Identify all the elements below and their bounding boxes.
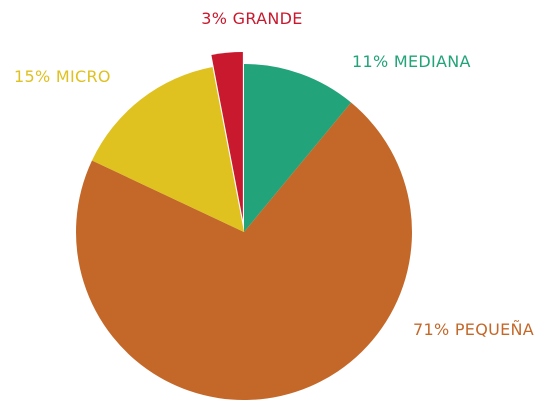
pie-slice [244,64,352,232]
slice-value-label: 15% [14,67,50,86]
slice-label: 3% GRANDE [201,9,302,28]
slice-label: 11% MEDIANA [352,52,471,71]
slice-label: 15% MICRO [14,67,111,86]
pie-slice [91,66,245,232]
slice-value-label: 71% [413,320,449,339]
pie-slice [211,52,243,221]
slice-category-label: MICRO [56,67,111,86]
slice-category-label: PEQUEÑA [455,320,534,339]
slice-label: 71% PEQUEÑA [413,320,534,339]
pie-slice [75,102,412,400]
slice-value-label: 3% [201,9,227,28]
slice-category-label: MEDIANA [394,52,471,71]
slice-category-label: GRANDE [233,9,303,28]
slice-value-label: 11% [352,52,388,71]
